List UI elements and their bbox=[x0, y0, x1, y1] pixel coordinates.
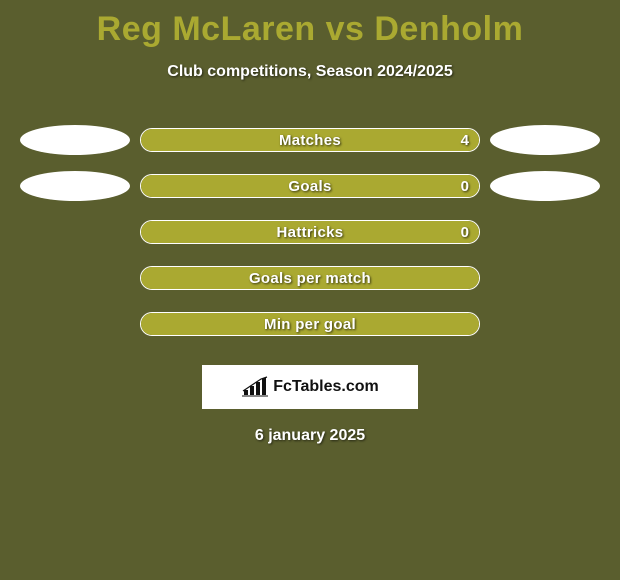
stat-pill: Hattricks0 bbox=[140, 220, 480, 244]
stat-label: Min per goal bbox=[141, 313, 479, 335]
stat-row: Goals0 bbox=[0, 163, 620, 209]
stat-label: Matches bbox=[141, 129, 479, 151]
stat-pill: Goals per match bbox=[140, 266, 480, 290]
stat-value: 0 bbox=[461, 175, 469, 197]
date-text: 6 january 2025 bbox=[0, 427, 620, 445]
left-ellipse bbox=[20, 125, 130, 155]
stat-row: Matches4 bbox=[0, 117, 620, 163]
stat-label: Hattricks bbox=[141, 221, 479, 243]
brand-badge: FcTables.com bbox=[202, 365, 418, 409]
comparison-card: Reg McLaren vs Denholm Club competitions… bbox=[0, 0, 620, 580]
stat-rows: Matches4Goals0Hattricks0Goals per matchM… bbox=[0, 117, 620, 347]
left-ellipse bbox=[20, 171, 130, 201]
stat-row: Goals per match bbox=[0, 255, 620, 301]
stat-pill: Min per goal bbox=[140, 312, 480, 336]
right-ellipse bbox=[490, 171, 600, 201]
stat-value: 0 bbox=[461, 221, 469, 243]
stat-label: Goals bbox=[141, 175, 479, 197]
stat-row: Min per goal bbox=[0, 301, 620, 347]
stat-pill: Goals0 bbox=[140, 174, 480, 198]
stat-pill: Matches4 bbox=[140, 128, 480, 152]
brand-text: FcTables.com bbox=[273, 378, 379, 396]
stat-row: Hattricks0 bbox=[0, 209, 620, 255]
bar-chart-icon bbox=[241, 376, 269, 398]
stat-label: Goals per match bbox=[141, 267, 479, 289]
page-title: Reg McLaren vs Denholm bbox=[0, 10, 620, 49]
right-ellipse bbox=[490, 125, 600, 155]
stat-value: 4 bbox=[461, 129, 469, 151]
subtitle: Club competitions, Season 2024/2025 bbox=[0, 63, 620, 81]
